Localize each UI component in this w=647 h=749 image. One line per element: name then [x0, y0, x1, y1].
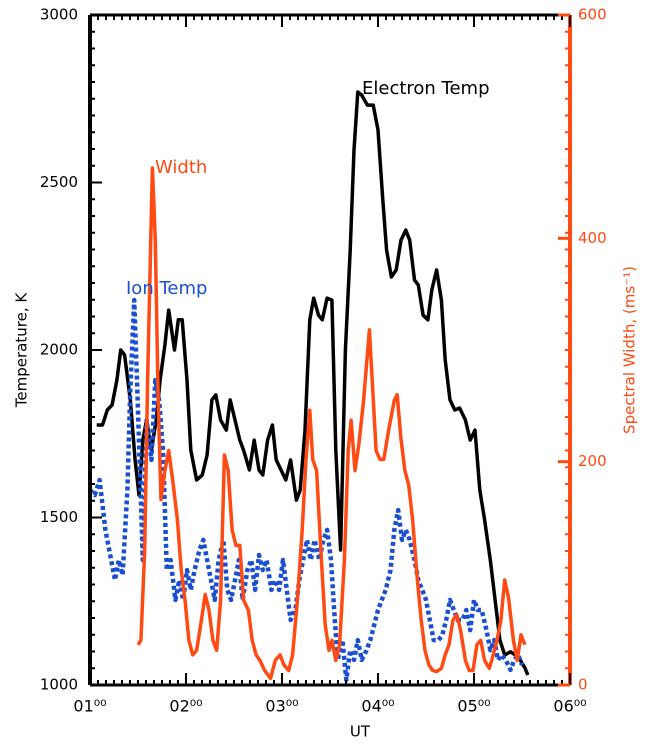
y-axis-label: Temperature, K: [13, 292, 31, 409]
y2-tick-label: 400: [578, 229, 607, 247]
y-tick-label: 3000: [40, 6, 78, 24]
x-tick-label: 06⁰⁰: [553, 697, 586, 716]
x-tick-label: 03⁰⁰: [265, 697, 298, 716]
series-label: Ion Temp: [126, 278, 207, 299]
x-axis-label: UT: [350, 723, 371, 741]
x-tick-label: 05⁰⁰: [457, 697, 490, 716]
y-tick-label: 1000: [40, 676, 78, 694]
x-tick-label: 01⁰⁰: [73, 697, 106, 716]
y2-tick-label: 600: [578, 6, 607, 24]
x-tick-label: 04⁰⁰: [361, 697, 394, 716]
series-label: Width: [155, 157, 207, 178]
y2-tick-label: 0: [578, 676, 588, 694]
y-tick-label: 2500: [40, 173, 78, 191]
y2-tick-label: 200: [578, 452, 607, 470]
x-tick-label: 02⁰⁰: [169, 697, 202, 716]
series-label: Electron Temp: [362, 78, 490, 99]
series-line: [88, 297, 525, 683]
y2-axis-label: Spectral Width, (ms⁻¹): [621, 266, 639, 434]
y-tick-label: 2000: [40, 341, 78, 359]
series-line: [96, 90, 530, 676]
y-tick-label: 1500: [40, 508, 78, 526]
series-line: [136, 166, 527, 681]
